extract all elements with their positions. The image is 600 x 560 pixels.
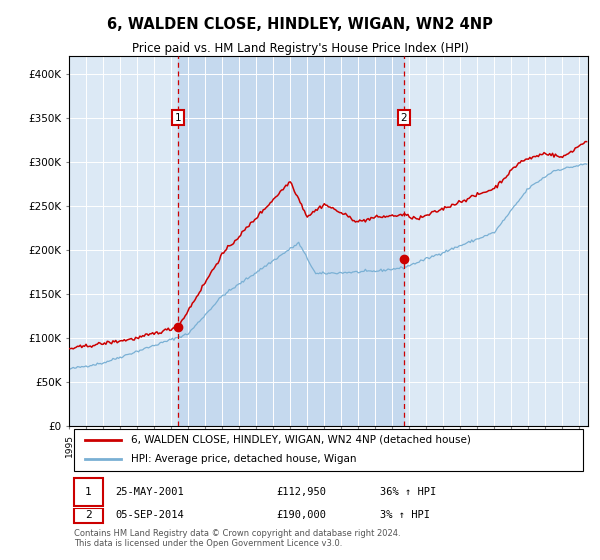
FancyBboxPatch shape xyxy=(74,508,103,523)
Text: 1: 1 xyxy=(85,487,92,497)
Text: 6, WALDEN CLOSE, HINDLEY, WIGAN, WN2 4NP: 6, WALDEN CLOSE, HINDLEY, WIGAN, WN2 4NP xyxy=(107,17,493,32)
Text: Contains HM Land Registry data © Crown copyright and database right 2024.: Contains HM Land Registry data © Crown c… xyxy=(74,529,401,538)
Text: 36% ↑ HPI: 36% ↑ HPI xyxy=(380,487,437,497)
Text: Price paid vs. HM Land Registry's House Price Index (HPI): Price paid vs. HM Land Registry's House … xyxy=(131,42,469,55)
Text: This data is licensed under the Open Government Licence v3.0.: This data is licensed under the Open Gov… xyxy=(74,539,343,548)
Text: 6, WALDEN CLOSE, HINDLEY, WIGAN, WN2 4NP (detached house): 6, WALDEN CLOSE, HINDLEY, WIGAN, WN2 4NP… xyxy=(131,435,471,445)
Bar xyxy=(178,56,404,427)
Text: £190,000: £190,000 xyxy=(277,510,326,520)
Text: 1: 1 xyxy=(175,113,182,123)
Text: £112,950: £112,950 xyxy=(277,487,326,497)
FancyBboxPatch shape xyxy=(74,478,103,506)
Text: 05-SEP-2014: 05-SEP-2014 xyxy=(116,510,184,520)
Text: 3% ↑ HPI: 3% ↑ HPI xyxy=(380,510,430,520)
Text: HPI: Average price, detached house, Wigan: HPI: Average price, detached house, Wiga… xyxy=(131,454,357,464)
Text: 2: 2 xyxy=(85,510,92,520)
FancyBboxPatch shape xyxy=(74,429,583,472)
Text: 25-MAY-2001: 25-MAY-2001 xyxy=(116,487,184,497)
Text: 2: 2 xyxy=(400,113,407,123)
